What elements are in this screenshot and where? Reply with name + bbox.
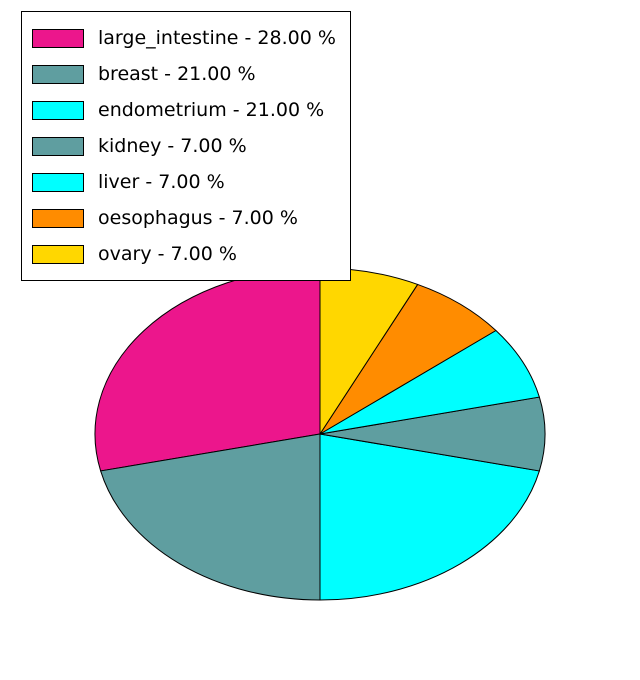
legend-swatch-ovary (32, 244, 84, 264)
legend: large_intestine - 28.00 % breast - 21.00 … (21, 11, 351, 281)
pie-slice-breast (100, 433, 321, 601)
legend-swatch-breast (32, 64, 84, 84)
legend-item-breast: breast - 21.00 % (32, 56, 336, 92)
legend-swatch-large_intestine (32, 28, 84, 48)
pie-slice-liver (319, 330, 540, 435)
legend-label-oesophagus: oesophagus - 7.00 % (98, 206, 298, 229)
legend-label-liver: liver - 7.00 % (98, 170, 225, 193)
legend-swatch-liver (32, 172, 84, 192)
legend-swatch-oesophagus (32, 208, 84, 228)
legend-label-large_intestine: large_intestine - 28.00 % (98, 26, 336, 49)
legend-label-endometrium: endometrium - 21.00 % (98, 98, 325, 121)
legend-item-kidney: kidney - 7.00 % (32, 128, 336, 164)
pie-slice-oesophagus (319, 283, 497, 435)
pie-slice-endometrium (319, 433, 540, 601)
legend-item-ovary: ovary - 7.00 % (32, 236, 336, 272)
legend-label-kidney: kidney - 7.00 % (98, 134, 247, 157)
legend-label-ovary: ovary - 7.00 % (98, 242, 237, 265)
legend-label-breast: breast - 21.00 % (98, 62, 256, 85)
legend-swatch-endometrium (32, 100, 84, 120)
legend-item-liver: liver - 7.00 % (32, 164, 336, 200)
pie-slice-kidney (319, 396, 546, 472)
legend-item-endometrium: endometrium - 21.00 % (32, 92, 336, 128)
legend-item-oesophagus: oesophagus - 7.00 % (32, 200, 336, 236)
legend-item-large_intestine: large_intestine - 28.00 % (32, 20, 336, 56)
legend-swatch-kidney (32, 136, 84, 156)
